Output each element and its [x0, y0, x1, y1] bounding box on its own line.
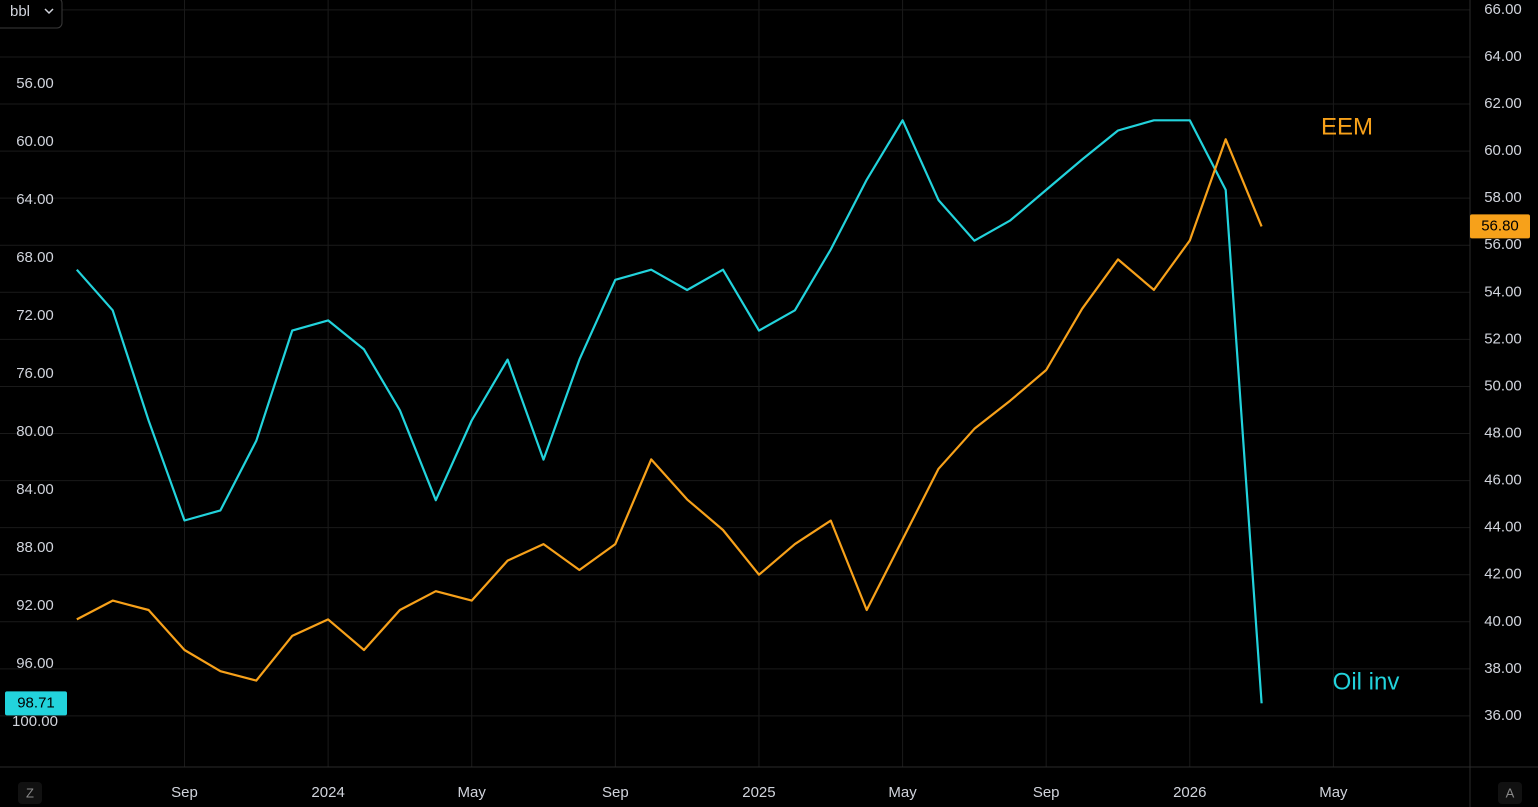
y-tick-label: 76.00 — [16, 365, 54, 382]
y2-tick-label: 54.00 — [1484, 283, 1522, 300]
x-tick-label: May — [1319, 784, 1348, 801]
y2-tick-label: 38.00 — [1484, 660, 1522, 677]
last-value-label: 98.71 — [17, 694, 55, 711]
y2-tick-label: 60.00 — [1484, 142, 1522, 159]
y2-tick-label: 62.00 — [1484, 95, 1522, 112]
y2-tick-label: 36.00 — [1484, 707, 1522, 724]
button-box[interactable] — [1498, 782, 1522, 804]
series-line — [75, 119, 1263, 704]
last-value-label: 56.80 — [1481, 217, 1519, 234]
y-tick-label: 80.00 — [16, 423, 54, 440]
y2-tick-label: 66.00 — [1484, 1, 1522, 18]
y-tick-label: 56.00 — [16, 75, 54, 92]
grid — [0, 0, 1470, 767]
y2-tick-label: 40.00 — [1484, 613, 1522, 630]
dropdown-chevron — [44, 8, 54, 15]
y-tick-label: 72.00 — [16, 307, 54, 324]
y-tick-label: 92.00 — [16, 597, 54, 614]
x-tick-label: 2024 — [311, 784, 344, 801]
y2-tick-label: 56.00 — [1484, 236, 1522, 253]
y2-tick-label: 52.00 — [1484, 330, 1522, 347]
x-tick-label: 2026 — [1173, 784, 1206, 801]
y2-tick-label: 48.00 — [1484, 424, 1522, 441]
series-line — [76, 138, 1263, 682]
dropdown-box[interactable] — [0, 0, 63, 29]
y-tick-label: 88.00 — [16, 539, 54, 556]
y2-tick-label: 44.00 — [1484, 519, 1522, 536]
left-button[interactable]: Z — [18, 782, 42, 804]
legend-label: EEM — [1321, 113, 1373, 140]
y-tick-label: 64.00 — [16, 191, 54, 208]
legend-label: Oil inv — [1333, 668, 1400, 695]
y2-tick-label: 50.00 — [1484, 377, 1522, 394]
x-tick-label: Sep — [1033, 784, 1060, 801]
right-button[interactable]: A — [1498, 782, 1522, 804]
y-tick-label: 100.00 — [12, 713, 58, 730]
plot — [75, 119, 1263, 704]
y2-tick-label: 42.00 — [1484, 566, 1522, 583]
x-tick-label: Sep — [602, 784, 629, 801]
button-box[interactable] — [18, 782, 42, 804]
last-value-badge — [1470, 214, 1530, 239]
x-tick-label: 2025 — [742, 784, 775, 801]
x-tick-label: May — [458, 784, 487, 801]
y-tick-label: 60.00 — [16, 133, 54, 150]
x-tick-label: May — [888, 784, 917, 801]
button-label: A — [1506, 785, 1515, 800]
y-tick-label: 84.00 — [16, 481, 54, 498]
unit-dropdown[interactable]: bbl — [0, 0, 63, 29]
y-tick-label: 68.00 — [16, 249, 54, 266]
y-unit-label: bbl — [10, 3, 30, 20]
labels: Sep 2024 May Sep 2025 May Sep 2026 May 36.00 38.00… — [5, 1, 1530, 801]
last-value-badge — [5, 691, 67, 716]
y-tick-label: 96.00 — [16, 655, 54, 672]
y2-tick-label: 58.00 — [1484, 189, 1522, 206]
x-tick-label: Sep — [171, 784, 198, 801]
y2-tick-label: 64.00 — [1484, 48, 1522, 65]
y2-tick-label: 46.00 — [1484, 472, 1522, 489]
button-label: Z — [26, 785, 34, 800]
